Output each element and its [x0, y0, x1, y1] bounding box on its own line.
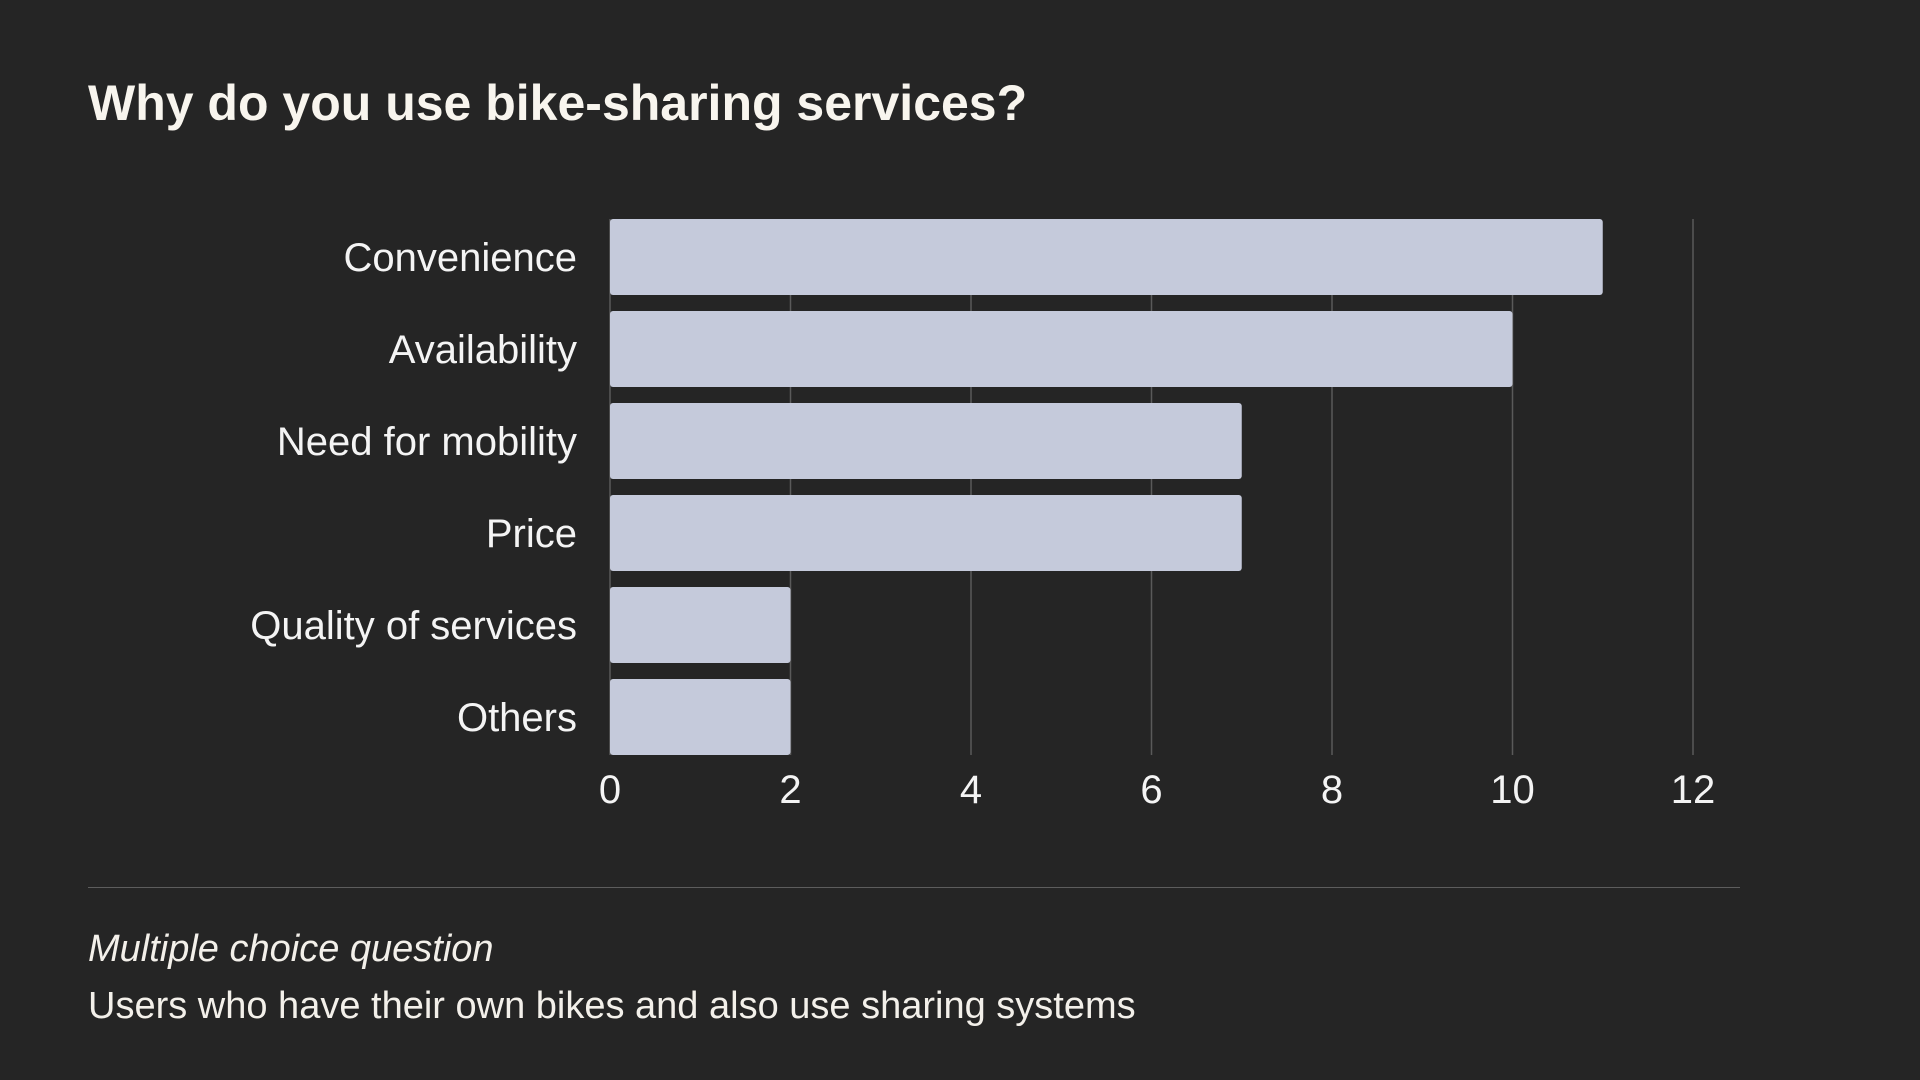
bar-quality-of-services — [610, 587, 791, 663]
bar-price — [610, 495, 1242, 571]
x-tick-label: 2 — [779, 768, 801, 812]
chart-title: Why do you use bike-sharing services? — [88, 75, 1028, 131]
category-label: Availability — [389, 328, 577, 372]
bar-convenience — [610, 219, 1603, 295]
x-tick-label: 8 — [1321, 768, 1343, 812]
category-label: Need for mobility — [277, 420, 577, 464]
bar-others — [610, 679, 791, 755]
x-axis-ticks: 0 2 4 6 8 10 12 — [599, 768, 1715, 812]
bar-chart: Convenience Availability Need for mobility… — [250, 219, 1715, 812]
category-label: Convenience — [344, 236, 578, 280]
category-labels: Convenience Availability Need for mobility… — [250, 236, 577, 740]
category-label: Price — [486, 512, 577, 556]
bar-need-for-mobility — [610, 403, 1242, 479]
bar-availability — [610, 311, 1513, 387]
gridlines — [609, 219, 1694, 755]
footer-divider — [88, 887, 1740, 888]
x-tick-label: 12 — [1671, 768, 1716, 812]
question-type-note: Multiple choice question — [88, 928, 494, 970]
x-tick-label: 6 — [1140, 768, 1162, 812]
x-tick-label: 4 — [960, 768, 982, 812]
bars — [610, 219, 1603, 755]
category-label: Quality of services — [250, 604, 577, 648]
respondents-note: Users who have their own bikes and also … — [88, 985, 1136, 1027]
x-tick-label: 10 — [1490, 768, 1535, 812]
category-label: Others — [457, 696, 577, 740]
x-tick-label: 0 — [599, 768, 621, 812]
